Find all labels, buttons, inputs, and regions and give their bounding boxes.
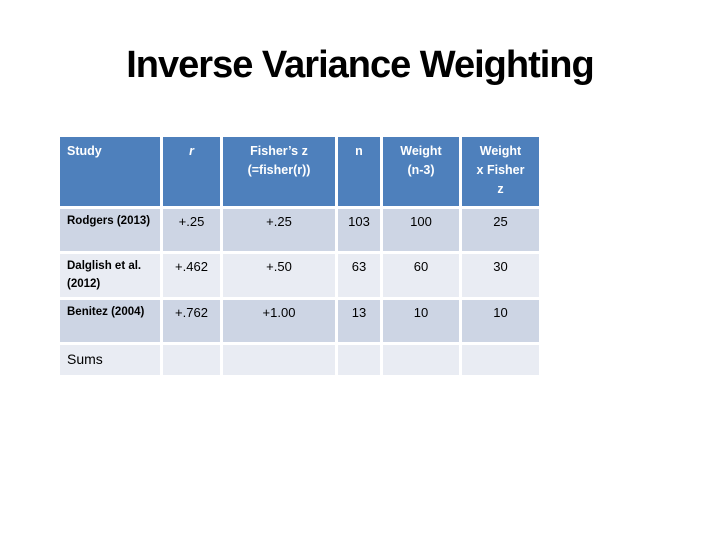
cell-r: +.25 bbox=[163, 209, 220, 251]
cell-fishers-z: +.50 bbox=[223, 254, 335, 297]
cell-weight: 60 bbox=[383, 254, 459, 297]
cell-n: 103 bbox=[338, 209, 380, 251]
cell-n: 63 bbox=[338, 254, 380, 297]
table-row-sums: Sums bbox=[60, 344, 539, 375]
cell-weight: 100 bbox=[383, 209, 459, 251]
table-row-benitez: Benitez (2004) +.762 +1.00 13 10 10 bbox=[60, 299, 539, 342]
column-header-weight-x-fisher-z: Weight x Fisher z bbox=[462, 137, 539, 206]
cell-r: +.762 bbox=[163, 299, 220, 342]
cell-study: Rodgers (2013) bbox=[60, 209, 160, 251]
table-header-row: Study r Fisher’s z (=fisher(r)) n Weight… bbox=[60, 137, 539, 206]
column-header-r: r bbox=[163, 137, 220, 206]
table-row-dalglish: Dalglish et al. (2012) +.462 +.50 63 60 … bbox=[60, 254, 539, 297]
cell-weight bbox=[383, 344, 459, 375]
cell-study: Sums bbox=[60, 344, 160, 375]
cell-weight-x-fisher-z bbox=[462, 344, 539, 375]
column-header-weight: Weight (n-3) bbox=[383, 137, 459, 206]
cell-n: 13 bbox=[338, 299, 380, 342]
cell-weight-x-fisher-z: 30 bbox=[462, 254, 539, 297]
slide-title: Inverse Variance Weighting bbox=[126, 44, 594, 86]
column-header-n: n bbox=[338, 137, 380, 206]
cell-weight: 10 bbox=[383, 299, 459, 342]
cell-n bbox=[338, 344, 380, 375]
cell-study: Benitez (2004) bbox=[60, 299, 160, 342]
column-header-study: Study bbox=[60, 137, 160, 206]
inverse-variance-table: Study r Fisher’s z (=fisher(r)) n Weight… bbox=[57, 134, 542, 378]
column-header-fishers-z: Fisher’s z (=fisher(r)) bbox=[223, 137, 335, 206]
cell-study: Dalglish et al. (2012) bbox=[60, 254, 160, 297]
table-row-rodgers: Rodgers (2013) +.25 +.25 103 100 25 bbox=[60, 209, 539, 251]
cell-r bbox=[163, 344, 220, 375]
cell-r: +.462 bbox=[163, 254, 220, 297]
cell-fishers-z: +.25 bbox=[223, 209, 335, 251]
cell-fishers-z bbox=[223, 344, 335, 375]
cell-fishers-z: +1.00 bbox=[223, 299, 335, 342]
cell-weight-x-fisher-z: 25 bbox=[462, 209, 539, 251]
cell-weight-x-fisher-z: 10 bbox=[462, 299, 539, 342]
